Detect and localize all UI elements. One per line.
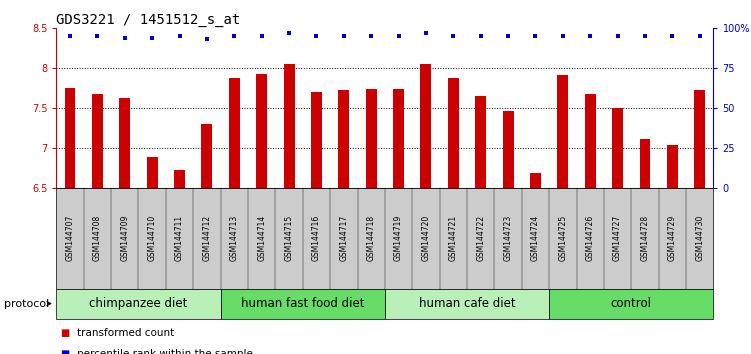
Point <box>393 34 405 39</box>
Point <box>228 34 240 39</box>
Text: GSM144729: GSM144729 <box>668 215 677 261</box>
Bar <box>229 79 240 188</box>
Text: GSM144730: GSM144730 <box>695 215 704 261</box>
Text: control: control <box>611 297 652 310</box>
Point <box>529 34 541 39</box>
Bar <box>284 64 294 188</box>
Bar <box>92 95 103 188</box>
Bar <box>65 88 76 188</box>
Point <box>420 30 432 36</box>
Text: human cafe diet: human cafe diet <box>419 297 515 310</box>
Bar <box>146 157 158 188</box>
Text: GSM144719: GSM144719 <box>394 215 403 261</box>
Bar <box>530 173 541 188</box>
Text: GSM144716: GSM144716 <box>312 215 321 261</box>
Bar <box>502 111 514 188</box>
Text: GSM144708: GSM144708 <box>93 215 102 261</box>
Bar <box>366 89 377 188</box>
Text: ■: ■ <box>60 328 69 338</box>
Text: GSM144714: GSM144714 <box>257 215 266 261</box>
Point <box>611 34 623 39</box>
Bar <box>694 90 705 188</box>
Point <box>119 35 131 41</box>
Point <box>365 34 377 39</box>
Text: transformed count: transformed count <box>77 328 174 338</box>
Text: protocol: protocol <box>4 298 49 309</box>
Text: GSM144724: GSM144724 <box>531 215 540 261</box>
Text: GSM144710: GSM144710 <box>148 215 157 261</box>
Bar <box>256 74 267 188</box>
Bar <box>612 108 623 188</box>
Text: GSM144712: GSM144712 <box>203 215 212 261</box>
Point <box>448 34 460 39</box>
Bar <box>393 89 404 188</box>
Text: GSM144723: GSM144723 <box>504 215 513 261</box>
Text: GSM144711: GSM144711 <box>175 215 184 261</box>
Point <box>338 34 350 39</box>
Point <box>556 34 569 39</box>
Text: ■: ■ <box>60 349 69 354</box>
Point <box>584 34 596 39</box>
Text: GSM144727: GSM144727 <box>613 215 622 261</box>
Point <box>255 34 267 39</box>
Point <box>310 34 322 39</box>
Text: GSM144728: GSM144728 <box>641 215 650 261</box>
Text: human fast food diet: human fast food diet <box>241 297 364 310</box>
Text: GSM144717: GSM144717 <box>339 215 348 261</box>
Text: GSM144721: GSM144721 <box>449 215 458 261</box>
Text: GSM144725: GSM144725 <box>558 215 567 261</box>
Bar <box>557 75 569 188</box>
Point <box>92 34 104 39</box>
Bar <box>311 92 322 188</box>
Point <box>475 34 487 39</box>
Point <box>173 34 185 39</box>
Bar <box>339 91 349 188</box>
Bar <box>667 145 678 188</box>
Bar <box>174 170 185 188</box>
Bar <box>585 94 596 188</box>
Point <box>201 37 213 42</box>
Text: GSM144715: GSM144715 <box>285 215 294 261</box>
Point <box>694 34 706 39</box>
Text: GSM144707: GSM144707 <box>65 215 74 261</box>
Bar <box>201 124 213 188</box>
Bar <box>119 98 130 188</box>
Text: percentile rank within the sample: percentile rank within the sample <box>77 349 253 354</box>
Bar <box>640 139 650 188</box>
Point <box>639 34 651 39</box>
Bar <box>448 79 459 188</box>
Text: GSM144709: GSM144709 <box>120 215 129 261</box>
Text: GDS3221 / 1451512_s_at: GDS3221 / 1451512_s_at <box>56 13 240 27</box>
Text: GSM144726: GSM144726 <box>586 215 595 261</box>
Point <box>283 30 295 36</box>
Text: GSM144713: GSM144713 <box>230 215 239 261</box>
Point <box>146 35 158 41</box>
Point <box>666 34 678 39</box>
Bar <box>475 96 486 188</box>
Point <box>64 34 76 39</box>
Text: GSM144722: GSM144722 <box>476 215 485 261</box>
Bar <box>421 64 431 188</box>
Point <box>502 34 514 39</box>
Text: GSM144720: GSM144720 <box>421 215 430 261</box>
Text: GSM144718: GSM144718 <box>366 215 376 261</box>
Text: chimpanzee diet: chimpanzee diet <box>89 297 188 310</box>
